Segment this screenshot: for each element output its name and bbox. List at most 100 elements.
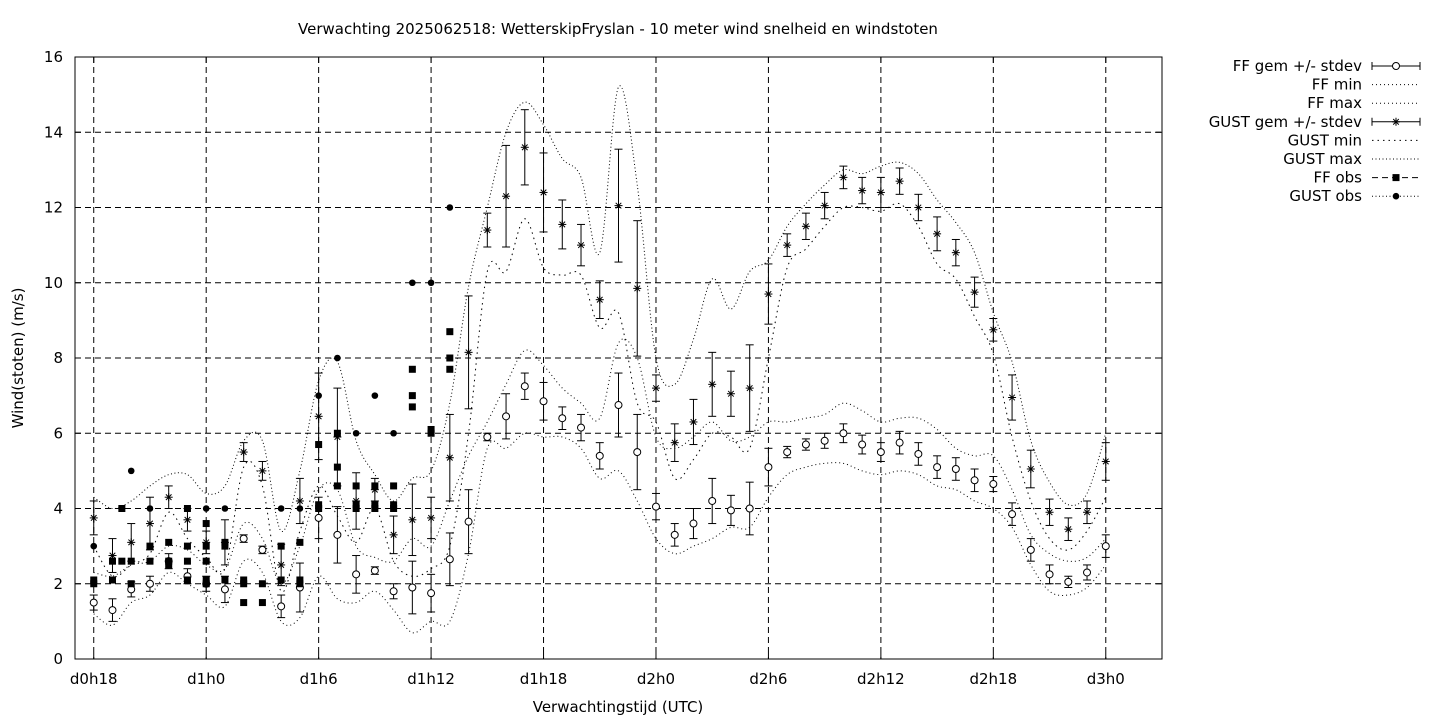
gust-gem-stdev-point bbox=[970, 288, 979, 297]
ff-gem-stdev-point bbox=[483, 433, 492, 442]
ff-obs-point bbox=[296, 538, 304, 546]
ff-gem-stdev-point bbox=[145, 579, 154, 588]
gust-gem-stdev-point bbox=[858, 186, 867, 195]
gust-gem-stdev-point bbox=[558, 220, 567, 229]
legend-label: GUST min bbox=[1288, 131, 1362, 149]
gust-gem-stdev-point bbox=[108, 551, 117, 560]
ff-obs-point bbox=[408, 403, 416, 411]
x-tick-label: d2h6 bbox=[749, 670, 787, 688]
legend-label: GUST obs bbox=[1289, 187, 1362, 205]
ff-obs-point bbox=[408, 392, 416, 400]
ff-gem-stdev-point bbox=[764, 463, 773, 472]
ff-gem-stdev-point bbox=[989, 480, 998, 489]
plot-frame bbox=[74, 56, 1163, 660]
legend-marker bbox=[1392, 192, 1400, 200]
gust-gem-stdev-point bbox=[614, 201, 623, 210]
gust-gem-stdev-point bbox=[633, 284, 642, 293]
ff-gem-stdev-point bbox=[595, 451, 604, 460]
gust-gem-stdev-point bbox=[764, 290, 773, 299]
legend-label: FF gem +/- stdev bbox=[1233, 57, 1362, 75]
gust-gem-stdev-point bbox=[389, 530, 398, 539]
legend-label: FF max bbox=[1307, 94, 1362, 112]
ff-gem-stdev-point bbox=[820, 436, 829, 445]
ff-gem-stdev-point bbox=[895, 438, 904, 447]
ff-obs-point bbox=[390, 505, 398, 512]
ff-obs-point bbox=[202, 520, 210, 528]
ff-obs-point bbox=[352, 505, 360, 512]
gust-gem-stdev-point bbox=[1045, 508, 1054, 517]
gust-gem-stdev-point bbox=[164, 493, 173, 502]
x-tick-label: d2h12 bbox=[857, 670, 905, 688]
gust-gem-stdev-point bbox=[258, 466, 267, 475]
gust-gem-stdev-point bbox=[820, 201, 829, 210]
ff-obs-point bbox=[258, 580, 266, 588]
legend-label: FF min bbox=[1312, 76, 1362, 94]
ff-obs-point bbox=[202, 580, 210, 588]
legend-item: FF gem +/- stdev bbox=[1233, 57, 1421, 75]
x-axis-label: Verwachtingstijd (UTC) bbox=[533, 698, 704, 716]
gust-max-line bbox=[93, 85, 1107, 532]
gust-gem-stdev-point bbox=[277, 560, 286, 569]
ff-obs-point bbox=[258, 599, 266, 607]
y-tick-label: 12 bbox=[44, 199, 63, 217]
gust-obs-point bbox=[409, 279, 416, 287]
x-tick-label: d1h12 bbox=[407, 670, 455, 688]
gust-obs-point bbox=[127, 467, 135, 475]
gust-gem-stdev-point bbox=[408, 515, 417, 524]
y-tick-label: 2 bbox=[53, 575, 63, 593]
x-tick-label: d0h18 bbox=[70, 670, 118, 688]
ff-obs-point bbox=[315, 505, 323, 512]
ff-obs-point bbox=[333, 482, 341, 490]
gust-gem-stdev-point bbox=[726, 389, 735, 398]
ff-obs-point bbox=[446, 354, 454, 362]
ff-obs-point bbox=[108, 557, 116, 565]
y-tick-label: 6 bbox=[53, 424, 63, 442]
ff-gem-stdev-point bbox=[651, 502, 660, 511]
gust-gem-stdev-point bbox=[989, 325, 998, 334]
x-tick-label: d2h18 bbox=[969, 670, 1017, 688]
ff-gem-stdev-point bbox=[220, 585, 229, 594]
gust-gem-stdev-point bbox=[183, 515, 192, 524]
ff-obs-point bbox=[371, 501, 379, 509]
ff-obs-point bbox=[202, 542, 210, 550]
gust-gem-stdev-point bbox=[951, 248, 960, 257]
gust-gem-stdev-point bbox=[239, 448, 248, 457]
legend-item: GUST max bbox=[1283, 150, 1420, 168]
ff-obs-point bbox=[352, 482, 360, 490]
ff-obs-point bbox=[333, 463, 341, 471]
ff-gem-stdev-point bbox=[614, 401, 623, 410]
gust-gem-stdev-point bbox=[445, 453, 454, 462]
ff-gem-stdev-point bbox=[670, 530, 679, 539]
ff-gem-stdev-point bbox=[445, 555, 454, 564]
ff-obs-point bbox=[277, 576, 285, 584]
ff-obs-point bbox=[446, 365, 454, 373]
x-tick-label: d2h0 bbox=[637, 670, 675, 688]
gust-gem-stdev-point bbox=[483, 226, 492, 235]
gust-gem-stdev-point bbox=[145, 519, 154, 528]
y-tick-label: 14 bbox=[44, 123, 63, 141]
legend-label: GUST gem +/- stdev bbox=[1209, 113, 1362, 131]
legend-item: FF min bbox=[1312, 76, 1420, 94]
x-tick-label: d3h0 bbox=[1087, 670, 1125, 688]
gust-gem-stdev-point bbox=[1083, 508, 1092, 517]
gust-gem-stdev-point bbox=[295, 496, 304, 505]
ff-gem-stdev-point bbox=[1026, 545, 1035, 554]
gust-gem-stdev-point bbox=[876, 188, 885, 197]
ff-obs-point bbox=[108, 576, 116, 584]
gust-gem-stdev-point bbox=[427, 513, 436, 522]
legend-item: GUST obs bbox=[1289, 187, 1420, 205]
ff-obs-point bbox=[165, 538, 173, 546]
ff-obs-point bbox=[183, 557, 191, 565]
gust-min-line bbox=[93, 202, 1107, 593]
grid bbox=[75, 57, 1162, 659]
legend-item: FF obs bbox=[1313, 169, 1420, 187]
ff-obs-point bbox=[183, 542, 191, 550]
ff-obs-point bbox=[118, 557, 126, 565]
y-tick-label: 16 bbox=[44, 48, 63, 66]
gust-gem-stdev-point bbox=[745, 384, 754, 393]
ff-gem-stdev-point bbox=[876, 448, 885, 457]
ff-gem-stdev-point bbox=[539, 397, 548, 406]
ff-obs-point bbox=[333, 429, 341, 437]
ff-obs-point bbox=[240, 580, 248, 588]
series-lines bbox=[93, 85, 1107, 634]
